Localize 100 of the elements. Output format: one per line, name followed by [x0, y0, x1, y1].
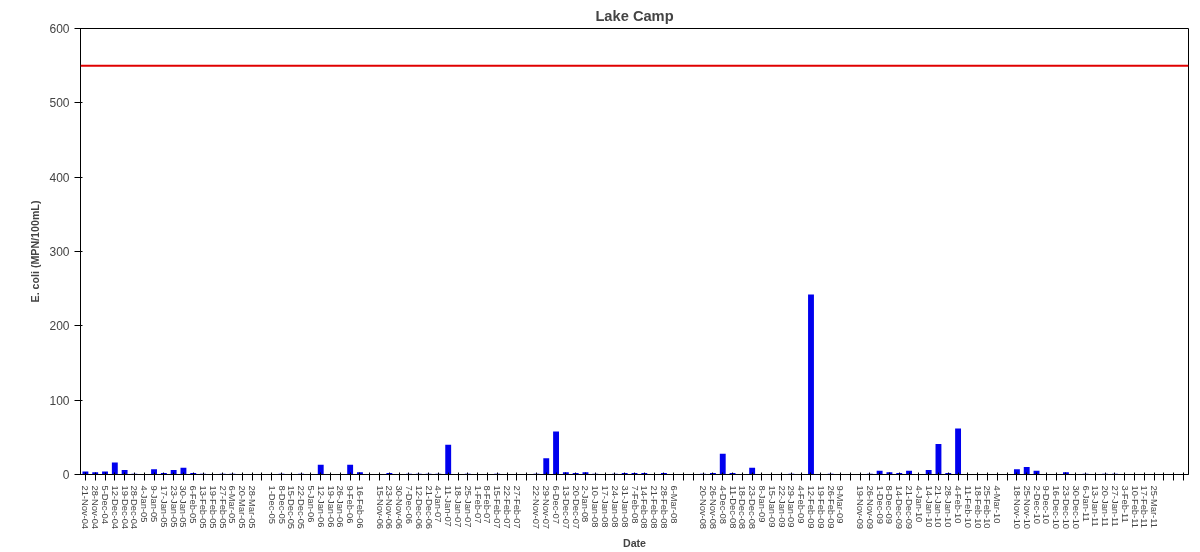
x-tick-label: 14-Feb-08 — [639, 485, 650, 529]
x-tick-label: 29-Nov-07 — [541, 485, 552, 530]
x-tick-label: 1-Feb-07 — [472, 485, 483, 524]
x-tick-label: 12-Dec-04 — [109, 485, 120, 530]
x-tick-label: 28-Nov-04 — [90, 485, 101, 530]
x-tick-label: 20-Jan-11 — [1100, 485, 1111, 527]
x-tick-label: 8-Jan-09 — [756, 485, 767, 523]
x-tick-label: 23-Dec-10 — [1060, 485, 1071, 530]
x-tick-label: 2-Dec-10 — [1031, 485, 1042, 524]
x-tick-label: 17-Jan-08 — [600, 485, 611, 528]
x-tick-label: 27-Feb-05 — [217, 485, 228, 529]
x-tick-label: 31-Jan-08 — [619, 485, 630, 528]
x-tick-label: 22-Nov-07 — [531, 485, 542, 530]
x-tick-label: 26-Nov-09 — [864, 485, 875, 530]
x-tick-label: 18-Jan-07 — [453, 485, 463, 528]
x-tick-label: 13-Jan-11 — [1090, 485, 1101, 527]
x-tick-label: 17-Feb-11 — [1139, 485, 1150, 528]
x-tick-label: 21-Nov-04 — [80, 485, 91, 530]
x-tick-label: 24-Jan-08 — [609, 485, 620, 528]
x-tick-label: 17-Jan-05 — [158, 485, 169, 528]
x-tick-label: 22-Jan-09 — [776, 485, 787, 528]
x-tick-label: 27-Jan-11 — [1109, 485, 1120, 527]
x-tick-label: 6-Mar-08 — [668, 485, 679, 524]
x-tick-label: 1-Dec-05 — [266, 485, 277, 524]
x-tick-label: 25-Mar-11 — [1149, 485, 1160, 528]
y-tick-label: 0 — [62, 468, 70, 482]
x-tick-label: 27-Feb-07 — [511, 485, 522, 529]
x-tick-label: 5-Dec-04 — [100, 485, 111, 524]
x-tick-label: 30-Nov-06 — [394, 485, 405, 530]
x-tick-label: 10-Jan-08 — [590, 485, 601, 528]
x-tick-label: 21-Dec-09 — [904, 485, 915, 530]
x-tick-label: 5-Jan-06 — [305, 485, 316, 523]
x-tick-label: 14-Jan-10 — [923, 485, 934, 528]
y-tick-label: 100 — [49, 393, 70, 408]
x-tick-label: 14-Dec-09 — [894, 485, 905, 530]
x-tick-label: 18-Feb-10 — [972, 485, 983, 529]
x-tick-label: 3-Feb-11 — [1119, 485, 1130, 523]
x-tick-label: 20-Dec-07 — [570, 485, 581, 530]
x-tick-label: 21-Feb-08 — [649, 485, 660, 529]
x-axis-title: Date — [622, 537, 647, 550]
x-tick-label: 23-Jan-05 — [168, 485, 179, 528]
x-tick-label: 4-Jan-07 — [433, 485, 444, 523]
x-tick-label: 28-Mar-05 — [247, 485, 258, 529]
x-tick-label: 16-Dec-10 — [1051, 485, 1062, 530]
x-tick-label: 4-Jan-10 — [913, 485, 924, 523]
x-tick-label: 11-Feb-10 — [962, 485, 973, 528]
x-tick-label: 26-Jan-06 — [335, 485, 346, 528]
x-tick-label: 7-Feb-08 — [629, 485, 640, 524]
x-tick-label: 18-Dec-08 — [737, 485, 748, 530]
x-tick-label: 11-Jan-07 — [443, 485, 454, 527]
x-tick-label: 6-Jan-11 — [1080, 485, 1091, 522]
x-tick-label: 6-Mar-05 — [227, 485, 238, 524]
x-tick-label: 26-Feb-09 — [825, 485, 836, 529]
x-tick-label: 6-Feb-05 — [188, 485, 199, 524]
x-tick-label: 30-Jan-05 — [178, 485, 189, 528]
chart-title: Lake Camp — [595, 7, 674, 24]
y-tick-label: 200 — [49, 319, 70, 334]
x-tick-label: 6-Dec-07 — [551, 485, 562, 524]
x-tick-label: 25-Feb-10 — [982, 485, 993, 529]
x-tick-label: 15-Feb-07 — [492, 485, 503, 529]
x-tick-label: 19-Feb-05 — [207, 485, 218, 529]
y-tick-label: 500 — [49, 96, 70, 111]
x-tick-label: 4-Feb-10 — [953, 485, 964, 524]
x-tick-label: 2-Jan-08 — [580, 485, 591, 523]
x-tick-label: 10-Feb-11 — [1129, 485, 1140, 528]
x-tick-label: 23-Dec-08 — [747, 485, 758, 530]
x-tick-label: 28-Dec-04 — [129, 485, 140, 530]
x-tick-label: 28-Feb-08 — [658, 485, 669, 529]
x-tick-label: 19-Nov-09 — [855, 485, 866, 530]
x-tick-label: 12-Feb-09 — [806, 485, 816, 529]
x-tick-label: 9-Jan-05 — [149, 485, 160, 523]
x-tick-label: 15-Dec-05 — [286, 485, 297, 530]
x-tick-label: 19-Jan-06 — [325, 485, 336, 528]
y-tick-label: 400 — [49, 170, 70, 185]
x-tick-label: 19-Feb-09 — [815, 485, 826, 529]
x-tick-label: 4-Dec-08 — [717, 485, 728, 524]
x-tick-label: 23-Nov-06 — [384, 485, 395, 530]
x-tick-label: 15-Jan-09 — [766, 485, 777, 528]
x-tick-label: 9-Feb-06 — [345, 485, 356, 524]
x-tick-label: 13-Dec-07 — [560, 485, 571, 530]
x-tick-label: 20-Nov-08 — [698, 485, 709, 530]
x-tick-label: 11-Dec-08 — [727, 485, 738, 529]
x-tick-label: 8-Dec-05 — [276, 485, 287, 524]
x-tick-label: 4-Feb-09 — [796, 485, 807, 524]
x-tick-label: 22-Feb-07 — [502, 485, 513, 529]
x-tick-label: 9-Dec-10 — [1041, 485, 1052, 524]
y-tick-label: 600 — [49, 22, 70, 36]
x-tick-label: 25-Nov-10 — [1021, 485, 1032, 530]
x-tick-label: 22-Dec-05 — [296, 485, 307, 530]
x-tick-label: 8-Dec-09 — [884, 485, 895, 524]
x-tick-label: 19-Dec-04 — [119, 485, 130, 530]
x-tick-label: 29-Jan-09 — [786, 485, 797, 528]
x-tick-label: 26-Nov-08 — [707, 485, 718, 530]
x-tick-label: 21-Dec-06 — [423, 485, 434, 530]
x-tick-label: 4-Jan-05 — [139, 485, 150, 523]
x-tick-label: 12-Dec-06 — [413, 485, 424, 530]
x-tick-label: 30-Dec-10 — [1070, 485, 1081, 530]
x-tick-label: 28-Jan-10 — [943, 485, 954, 528]
x-tick-label: 20-Mar-05 — [237, 485, 248, 529]
x-tick-label: 13-Feb-05 — [198, 485, 209, 529]
